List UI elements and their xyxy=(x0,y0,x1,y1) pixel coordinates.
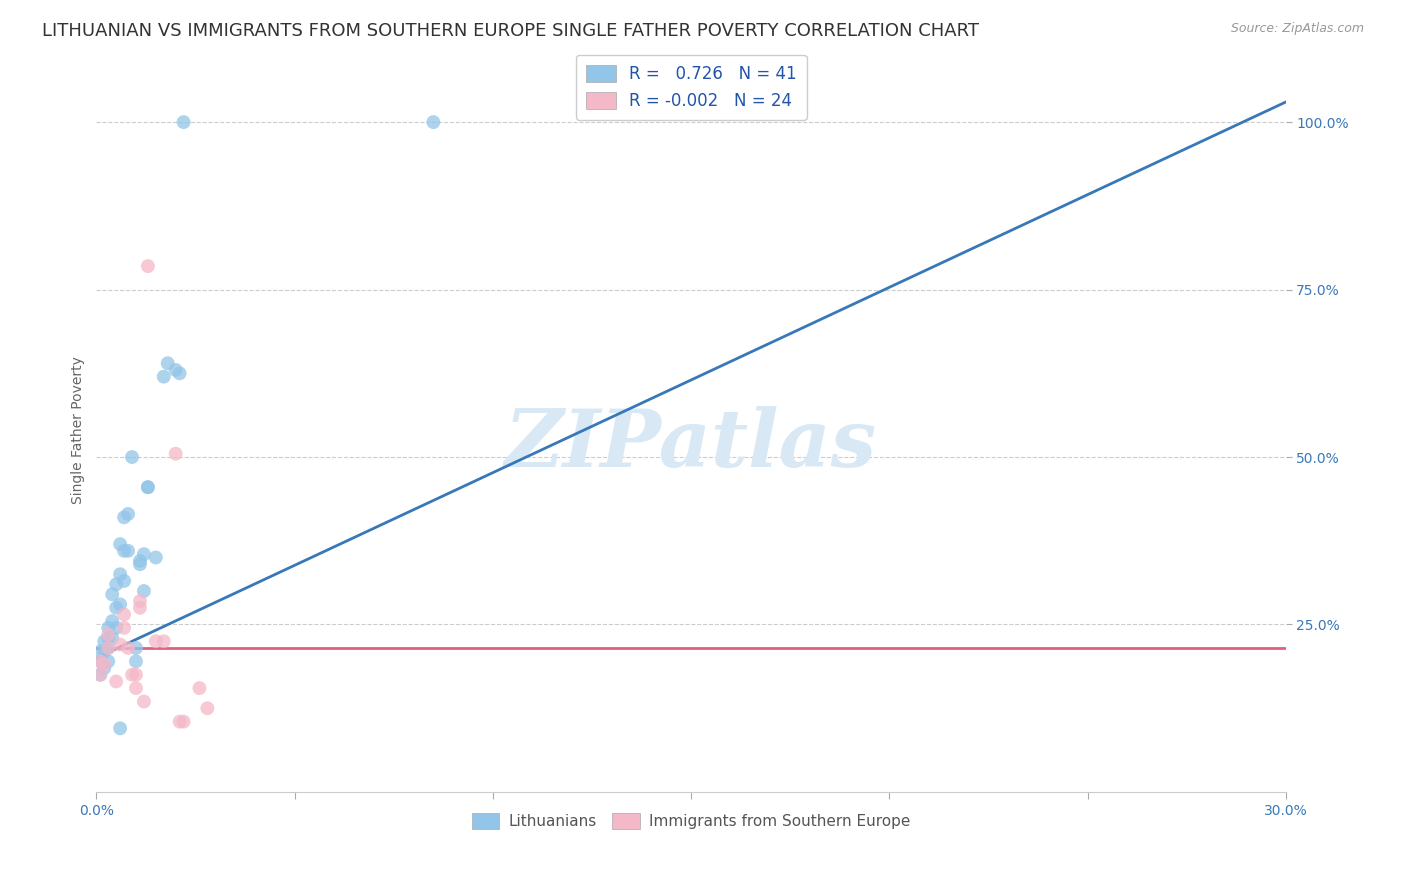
Point xyxy=(195,701,218,715)
Point xyxy=(93,657,115,672)
Point xyxy=(125,654,148,668)
Point xyxy=(121,450,143,464)
Point xyxy=(117,640,139,655)
Point xyxy=(129,600,152,615)
Point xyxy=(97,627,120,641)
Point xyxy=(93,634,115,648)
Point xyxy=(117,507,139,521)
Point xyxy=(108,598,131,612)
Point xyxy=(101,587,124,601)
Point xyxy=(105,674,128,689)
Point xyxy=(112,621,135,635)
Point xyxy=(125,640,148,655)
Point xyxy=(101,631,124,645)
Point xyxy=(169,714,191,729)
Text: Source: ZipAtlas.com: Source: ZipAtlas.com xyxy=(1230,22,1364,36)
Point xyxy=(129,594,152,608)
Point xyxy=(129,558,152,572)
Point xyxy=(152,369,174,384)
Point xyxy=(165,447,187,461)
Y-axis label: Single Father Poverty: Single Father Poverty xyxy=(72,356,86,504)
Legend: Lithuanians, Immigrants from Southern Europe: Lithuanians, Immigrants from Southern Eu… xyxy=(465,806,917,835)
Point xyxy=(108,537,131,551)
Point xyxy=(132,694,155,708)
Point xyxy=(136,259,159,273)
Point xyxy=(108,722,131,736)
Point xyxy=(97,621,120,635)
Point xyxy=(97,631,120,645)
Point xyxy=(89,644,111,658)
Point xyxy=(129,554,152,568)
Text: ZIPatlas: ZIPatlas xyxy=(505,406,877,483)
Point xyxy=(125,667,148,681)
Point xyxy=(93,644,115,658)
Point xyxy=(132,547,155,561)
Point xyxy=(112,544,135,558)
Point xyxy=(112,574,135,588)
Point xyxy=(145,550,167,565)
Point xyxy=(89,654,111,668)
Point xyxy=(105,621,128,635)
Point xyxy=(112,510,135,524)
Point xyxy=(136,480,159,494)
Point xyxy=(173,115,195,129)
Point xyxy=(108,567,131,582)
Point xyxy=(165,363,187,377)
Point xyxy=(121,667,143,681)
Point xyxy=(112,607,135,622)
Point xyxy=(422,115,444,129)
Point xyxy=(105,577,128,591)
Point xyxy=(156,356,179,370)
Point xyxy=(97,640,120,655)
Point xyxy=(97,640,120,655)
Text: LITHUANIAN VS IMMIGRANTS FROM SOUTHERN EUROPE SINGLE FATHER POVERTY CORRELATION : LITHUANIAN VS IMMIGRANTS FROM SOUTHERN E… xyxy=(42,22,979,40)
Point xyxy=(101,614,124,628)
Point xyxy=(108,638,131,652)
Point xyxy=(152,634,174,648)
Point xyxy=(145,634,167,648)
Point xyxy=(105,600,128,615)
Point xyxy=(89,654,111,668)
Point xyxy=(117,544,139,558)
Point xyxy=(132,584,155,599)
Point xyxy=(173,714,195,729)
Point xyxy=(89,667,111,681)
Point xyxy=(136,480,159,494)
Point xyxy=(188,681,211,695)
Point xyxy=(93,661,115,675)
Point xyxy=(125,681,148,695)
Point xyxy=(169,367,191,381)
Point xyxy=(97,654,120,668)
Point xyxy=(89,667,111,681)
